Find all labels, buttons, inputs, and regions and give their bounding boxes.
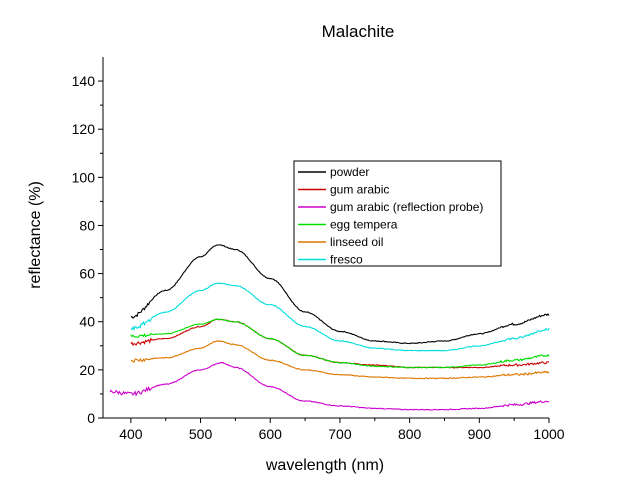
chart-title: Malachite (322, 22, 395, 41)
x-axis-label: wavelength (nm) (265, 457, 384, 474)
x-tick-label: 800 (398, 426, 422, 442)
y-tick-label: 140 (72, 73, 96, 89)
legend-entry: fresco (330, 253, 363, 267)
series-line (130, 282, 550, 352)
series-line (109, 361, 549, 411)
series-lines (109, 244, 550, 411)
series-line (130, 340, 550, 380)
x-tick-label: 400 (119, 426, 143, 442)
legend-entry: linseed oil (330, 235, 383, 249)
legend-items: powder gum arabic gum arabic (reflection p… (298, 165, 483, 267)
y-tick-label: 100 (72, 169, 96, 185)
x-ticks: 400 500 600 700 800 900 1000 (119, 418, 565, 442)
legend: powder gum arabic gum arabic (reflection p… (293, 160, 502, 267)
y-tick-label: 20 (79, 362, 95, 378)
series-line (130, 318, 550, 369)
x-tick-label: 1000 (533, 426, 564, 442)
legend-box (293, 160, 502, 267)
x-tick-label: 700 (328, 426, 352, 442)
x-tick-label: 500 (189, 426, 213, 442)
plot-area: 400 500 600 700 800 900 1000 0 20 40 60 80 100 120 14… (72, 57, 565, 442)
legend-entry: powder (330, 165, 369, 179)
y-tick-label: 80 (79, 217, 95, 233)
y-tick-label: 0 (87, 410, 95, 426)
x-tick-label: 900 (468, 426, 492, 442)
x-tick-label: 600 (259, 426, 283, 442)
legend-entry: egg tempera (330, 218, 398, 232)
y-tick-label: 60 (79, 266, 95, 282)
legend-entry: gum arabic (330, 183, 389, 197)
y-tick-label: 120 (72, 121, 96, 137)
y-axis-label: reflectance (%) (27, 181, 44, 289)
legend-entry: gum arabic (reflection probe) (330, 200, 483, 214)
y-ticks: 0 20 40 60 80 100 120 140 (72, 73, 103, 426)
series-line (130, 318, 550, 369)
y-tick-label: 40 (79, 314, 95, 330)
series-line (130, 244, 550, 345)
